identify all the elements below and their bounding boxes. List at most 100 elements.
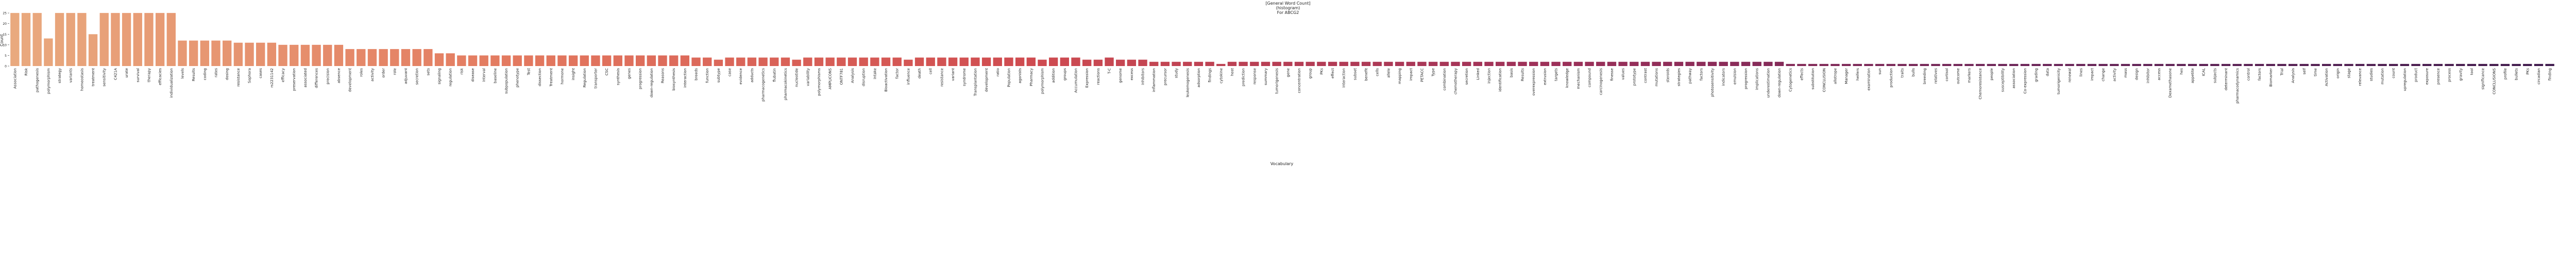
bar xyxy=(1372,61,1382,66)
x-tick-label: efficacy xyxy=(281,68,285,82)
x-tick-label: dosing xyxy=(225,68,229,80)
bar xyxy=(2188,63,2197,66)
bar xyxy=(434,53,444,66)
bar xyxy=(2355,63,2365,66)
bar xyxy=(1451,61,1460,66)
bar xyxy=(2065,63,2074,66)
x-tick-label: survival xyxy=(136,68,140,82)
bar xyxy=(2333,63,2342,66)
bar xyxy=(1964,63,1974,66)
x-tick-label: sun xyxy=(1878,68,1882,75)
x-tick-label: strategies xyxy=(1677,68,1681,86)
x-tick-label: cases xyxy=(259,68,263,78)
bar xyxy=(278,44,287,66)
x-tick-label: resistance xyxy=(940,68,944,87)
x-tick-label: outcome xyxy=(1956,68,1960,84)
bar xyxy=(2110,63,2119,66)
bar xyxy=(1942,63,1952,66)
bar xyxy=(1272,61,1281,66)
x-tick-label: intake xyxy=(873,68,877,79)
x-tick-label: rs2231142 xyxy=(270,68,274,88)
y-tick-label: 0 xyxy=(5,65,7,69)
bar xyxy=(1361,61,1371,66)
bar xyxy=(1886,63,1895,66)
x-tick-label: relevance xyxy=(2358,68,2362,86)
x-tick-label: determinant xyxy=(2224,68,2228,90)
bar xyxy=(613,55,622,66)
x-tick-label: values xyxy=(1621,68,1625,80)
x-tick-label: resistance xyxy=(236,68,241,87)
x-tick-label: tumorigenesis xyxy=(1275,68,1279,94)
bar xyxy=(1506,61,1516,66)
bar xyxy=(2411,63,2420,66)
x-tick-label: mutation xyxy=(2381,68,2385,85)
bar xyxy=(1540,61,1550,66)
x-tick-label: control xyxy=(2246,68,2250,80)
bar xyxy=(1931,63,1940,66)
bar xyxy=(1026,57,1036,66)
x-tick-label: disease xyxy=(471,68,475,82)
bar xyxy=(2422,63,2432,66)
bar xyxy=(1685,61,1694,66)
x-tick-label: PKs xyxy=(1319,68,1324,75)
bar xyxy=(367,49,377,66)
bar xyxy=(1841,63,1851,66)
bar xyxy=(2456,63,2465,66)
x-tick-label: order xyxy=(382,68,386,78)
bar xyxy=(1317,61,1326,66)
bar xyxy=(1630,61,1639,66)
x-tick-label: strategy xyxy=(58,68,62,83)
bar xyxy=(1395,61,1404,66)
bar xyxy=(2132,63,2141,66)
x-tick-label: time xyxy=(2313,68,2317,76)
x-tick-label: adjuvant xyxy=(404,68,408,84)
bar xyxy=(747,57,757,66)
bar xyxy=(457,55,466,66)
x-tick-label: CONCLUSIONS xyxy=(2492,68,2496,94)
x-tick-label: evidence xyxy=(739,68,743,85)
bar xyxy=(1640,61,1650,66)
bar xyxy=(390,49,399,66)
bar xyxy=(1138,59,1147,66)
x-tick-label: self xyxy=(2302,68,2307,74)
x-tick-label: adsorption xyxy=(1197,68,1201,87)
bar xyxy=(1674,61,1684,66)
x-tick-label: pharmacodynamics xyxy=(2235,68,2240,104)
x-tick-label: cortisol xyxy=(1945,68,1949,82)
x-tick-label: treatment xyxy=(91,68,95,86)
bar xyxy=(1808,63,1818,66)
bar xyxy=(200,40,209,66)
x-tick-label: overexpression xyxy=(1532,68,1536,95)
bar xyxy=(2098,63,2108,66)
x-tick-label: appetite xyxy=(2191,68,2195,83)
x-tick-label: allele xyxy=(1386,68,1391,78)
bar xyxy=(669,55,679,66)
x-tick-label: reactions xyxy=(1096,68,1100,85)
bar xyxy=(144,13,154,67)
x-tick-label: lines xyxy=(2079,68,2083,77)
bar xyxy=(1819,63,1828,66)
bar xyxy=(736,57,745,66)
bar xyxy=(2523,63,2532,66)
bar xyxy=(714,59,723,66)
bar xyxy=(635,55,645,66)
bar xyxy=(479,55,488,66)
x-tick-label: origin xyxy=(2336,68,2340,78)
bar xyxy=(1953,63,1963,66)
bar xyxy=(2199,63,2208,66)
bar xyxy=(1797,63,1806,66)
y-tick-label: 10 xyxy=(3,43,7,47)
x-tick-label: Regulation xyxy=(583,68,587,87)
bar xyxy=(1306,61,1315,66)
bar xyxy=(1786,63,1795,66)
bar xyxy=(2500,63,2510,66)
y-tick-label: 25 xyxy=(3,12,7,15)
bar xyxy=(1205,61,1214,66)
bar xyxy=(803,57,812,66)
bar xyxy=(568,55,578,66)
bar xyxy=(859,57,868,66)
bar xyxy=(1384,61,1393,66)
bar xyxy=(1093,59,1103,66)
bar xyxy=(948,57,958,66)
